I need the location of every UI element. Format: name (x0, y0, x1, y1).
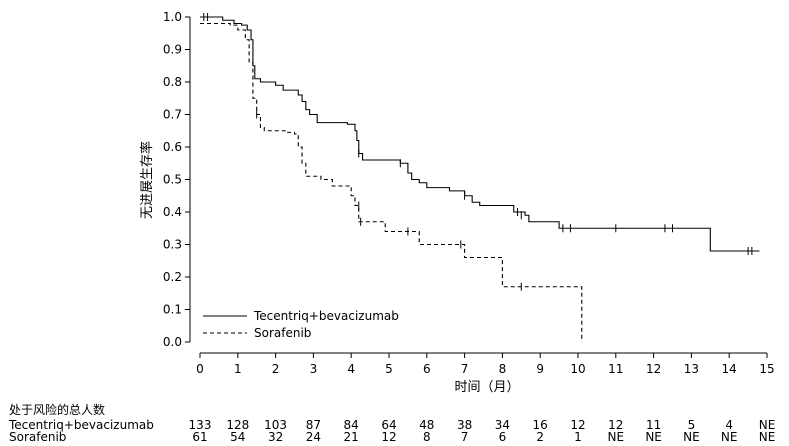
risk-value: 128 (226, 418, 249, 432)
risk-value: 5 (688, 418, 696, 432)
risk-value: 6 (499, 430, 507, 444)
risk-value: 48 (419, 418, 434, 432)
risk-value: NE (608, 430, 625, 444)
y-tick-label: 1.0 (163, 10, 182, 24)
plot-area (200, 13, 760, 342)
y-tick-label: 0.6 (163, 140, 182, 154)
risk-value: 8 (423, 430, 431, 444)
risk-value: 4 (725, 418, 733, 432)
y-tick-label: 0.8 (163, 75, 182, 89)
x-tick-label: 13 (684, 362, 699, 376)
x-tick-label: 3 (310, 362, 318, 376)
risk-value: 64 (381, 418, 396, 432)
x-tick-label: 15 (759, 362, 774, 376)
y-tick-label: 0.1 (163, 303, 182, 317)
legend-label-1: Sorafenib (254, 326, 311, 340)
y-tick-label: 0.3 (163, 238, 182, 252)
risk-value: 11 (646, 418, 661, 432)
y-tick-label: 0.4 (163, 205, 182, 219)
risk-value: 103 (264, 418, 287, 432)
x-axis-title: 时间（月） (454, 380, 519, 395)
risk-value: 2 (536, 430, 544, 444)
risk-value: 24 (306, 430, 321, 444)
legend: Tecentriq+bevacizumab Sorafenib (203, 309, 399, 340)
x-tick-label: 10 (570, 362, 585, 376)
risk-value: 7 (461, 430, 469, 444)
risk-value: 12 (608, 418, 623, 432)
x-tick-label: 8 (499, 362, 507, 376)
risk-value: 38 (457, 418, 472, 432)
risk-value: 133 (189, 418, 212, 432)
x-tick-label: 1 (234, 362, 242, 376)
x-tick-label: 5 (385, 362, 393, 376)
risk-value: 32 (268, 430, 283, 444)
x-tick-label: 2 (272, 362, 280, 376)
y-tick-label: 0.9 (163, 43, 182, 57)
x-tick-label: 11 (608, 362, 623, 376)
risk-row-label-1: Sorafenib (9, 430, 66, 444)
x-tick-label: 9 (536, 362, 544, 376)
series-line-1 (200, 22, 583, 342)
x-tick-label: 0 (196, 362, 204, 376)
risk-row-label-0: Tecentriq+bevacizumab (8, 418, 154, 432)
axes-group: 0.00.10.20.30.40.50.60.70.80.91.00 1 2 3 4 5 6… (139, 10, 775, 395)
x-tick-label: 6 (423, 362, 431, 376)
risk-value: 54 (230, 430, 245, 444)
series-line-0 (200, 16, 760, 252)
y-tick-label: 0.0 (163, 335, 182, 349)
risk-value: NE (645, 430, 662, 444)
y-tick-label: 0.2 (163, 270, 182, 284)
risk-value: 87 (306, 418, 321, 432)
risk-value: 61 (192, 430, 207, 444)
y-axis-title: 无进展生存率 (139, 141, 155, 219)
risk-value: 34 (495, 418, 510, 432)
y-tick-label: 0.5 (163, 173, 182, 187)
risk-value: NE (721, 430, 738, 444)
risk-value: NE (759, 430, 776, 444)
x-tick-label: 14 (722, 362, 737, 376)
x-tick-label: 12 (646, 362, 661, 376)
risk-value: 12 (381, 430, 396, 444)
risk-value: 21 (344, 430, 359, 444)
risk-value: 1 (574, 430, 582, 444)
risk-value: 84 (344, 418, 359, 432)
risk-value: NE (759, 418, 776, 432)
risk-value: NE (683, 430, 700, 444)
risk-table-header: 处于风险的总人数 (9, 402, 105, 417)
legend-label-0: Tecentriq+bevacizumab (253, 309, 399, 323)
x-tick-label: 7 (461, 362, 469, 376)
risk-value: 12 (570, 418, 585, 432)
x-tick-label: 4 (347, 362, 355, 376)
y-tick-label: 0.7 (163, 108, 182, 122)
risk-value: 16 (533, 418, 548, 432)
